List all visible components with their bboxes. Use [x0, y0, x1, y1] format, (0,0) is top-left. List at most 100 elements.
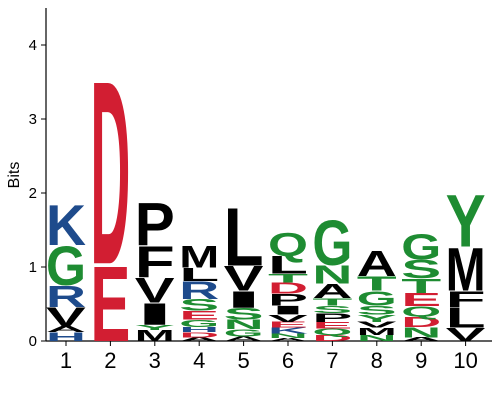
x-tick-label: 8: [371, 348, 383, 373]
x-tick-label: 3: [149, 348, 161, 373]
logo-letter-E: E: [268, 320, 308, 329]
logo-letter-Y: Y: [135, 323, 175, 331]
logo-letter-L: L: [268, 252, 308, 279]
logo-letter-N: N: [312, 261, 352, 290]
logo-letter-E: E: [179, 309, 219, 323]
logo-letter-D: D: [179, 331, 219, 339]
logo-letter-V: V: [224, 260, 264, 299]
logo-letter-D: D: [401, 314, 441, 330]
logo-letter-G: G: [312, 209, 352, 279]
logo-letter-V: V: [268, 313, 308, 325]
letter-stacks: HAVRGKEDMYIVFPADHGESRLMAGNSIVLANKEVIPDTL…: [46, 28, 486, 364]
logo-letter-P: P: [135, 190, 175, 259]
x-tick-label: 1: [60, 348, 72, 373]
x-tick-label: 6: [282, 348, 294, 373]
x-tick-label: 5: [237, 348, 249, 373]
logo-letter-S: S: [224, 305, 264, 323]
logo-letter-F: F: [135, 237, 175, 287]
logo-letter-A: A: [268, 337, 308, 342]
logo-letter-G: G: [401, 228, 441, 268]
logo-letter-V: V: [357, 320, 398, 329]
logo-letter-G: G: [224, 327, 264, 339]
logo-letter-Y: Y: [446, 180, 486, 262]
x-ticks: 1 2 3 4 5 6 7 8 9 10: [60, 341, 478, 373]
y-axis-label: Bits: [6, 162, 23, 189]
logo-letter-T: T: [312, 296, 353, 307]
logo-letter-S: S: [179, 296, 219, 314]
y-ticks: 0 1 2 3 4: [29, 37, 46, 350]
logo-letter-A: A: [401, 336, 441, 342]
logo-letter-D: D: [268, 280, 308, 297]
logo-letter-G: G: [46, 236, 86, 297]
logo-letter-M: M: [446, 235, 486, 304]
logo-letter-V: V: [46, 302, 86, 332]
logo-letter-E: E: [401, 290, 441, 310]
logo-letter-K: K: [46, 193, 86, 257]
logo-letter-A: A: [46, 325, 86, 334]
logo-letter-I: I: [135, 297, 175, 331]
logo-letter-A: A: [179, 336, 219, 342]
logo-letter-T: T: [357, 272, 397, 295]
logo-letter-N: N: [401, 324, 441, 340]
logo-letter-Q: Q: [268, 227, 308, 264]
logo-letter-S: S: [357, 304, 397, 318]
logo-letter-L: L: [446, 302, 486, 334]
logo-letter-L: L: [224, 191, 264, 283]
logo-letter-D: D: [312, 334, 352, 343]
logo-letter-I: I: [224, 286, 264, 312]
logo-letter-A: A: [224, 336, 264, 343]
logo-letter-S: S: [312, 304, 352, 315]
logo-letter-R: R: [179, 277, 219, 305]
logo-letter-G: G: [357, 288, 397, 311]
logo-letter-L: L: [179, 265, 219, 286]
logo-letter-N: N: [224, 317, 264, 332]
y-tick-label: 2: [29, 185, 37, 202]
logo-letter-D: D: [90, 28, 130, 320]
x-tick-label: 2: [104, 348, 116, 373]
axes: [45, 8, 492, 342]
logo-letter-Y: Y: [357, 313, 397, 324]
logo-letter-Q: Q: [401, 304, 441, 320]
x-tick-label: 10: [453, 348, 477, 373]
logo-letter-N: N: [357, 334, 397, 343]
logo-letter-R: R: [46, 279, 86, 313]
logo-letter-A: A: [312, 279, 352, 302]
logo-letter-Q: Q: [312, 327, 352, 337]
y-tick-label: 4: [29, 37, 37, 54]
logo-letter-M: M: [179, 239, 219, 275]
logo-letter-N: N: [268, 333, 308, 340]
logo-letter-I: I: [268, 303, 308, 317]
logo-letter-M: M: [135, 327, 175, 344]
logo-letter-G: G: [179, 318, 219, 330]
stack-position-2: ED: [90, 28, 130, 364]
logo-letter-H: H: [179, 326, 219, 334]
logo-letter-A: A: [357, 244, 397, 284]
x-tick-label: 4: [193, 348, 205, 373]
y-tick-label: 0: [29, 333, 37, 350]
x-tick-label: 9: [415, 348, 427, 373]
logo-letter-H: H: [46, 330, 86, 344]
logo-letter-T: T: [401, 275, 441, 298]
logo-letter-P: P: [268, 291, 308, 309]
y-tick-label: 1: [29, 259, 37, 276]
logo-letter-E: E: [312, 320, 352, 330]
logo-letter-K: K: [268, 326, 309, 335]
logo-letter-V: V: [135, 272, 175, 311]
logo-letter-V: V: [446, 325, 487, 346]
logo-letter-P: P: [312, 311, 352, 325]
logo-letter-F: F: [446, 287, 486, 312]
x-tick-label: 7: [326, 348, 338, 373]
logo-letter-T: T: [268, 271, 308, 285]
logo-letter-S: S: [401, 255, 441, 284]
logo-letter-M: M: [357, 326, 397, 337]
